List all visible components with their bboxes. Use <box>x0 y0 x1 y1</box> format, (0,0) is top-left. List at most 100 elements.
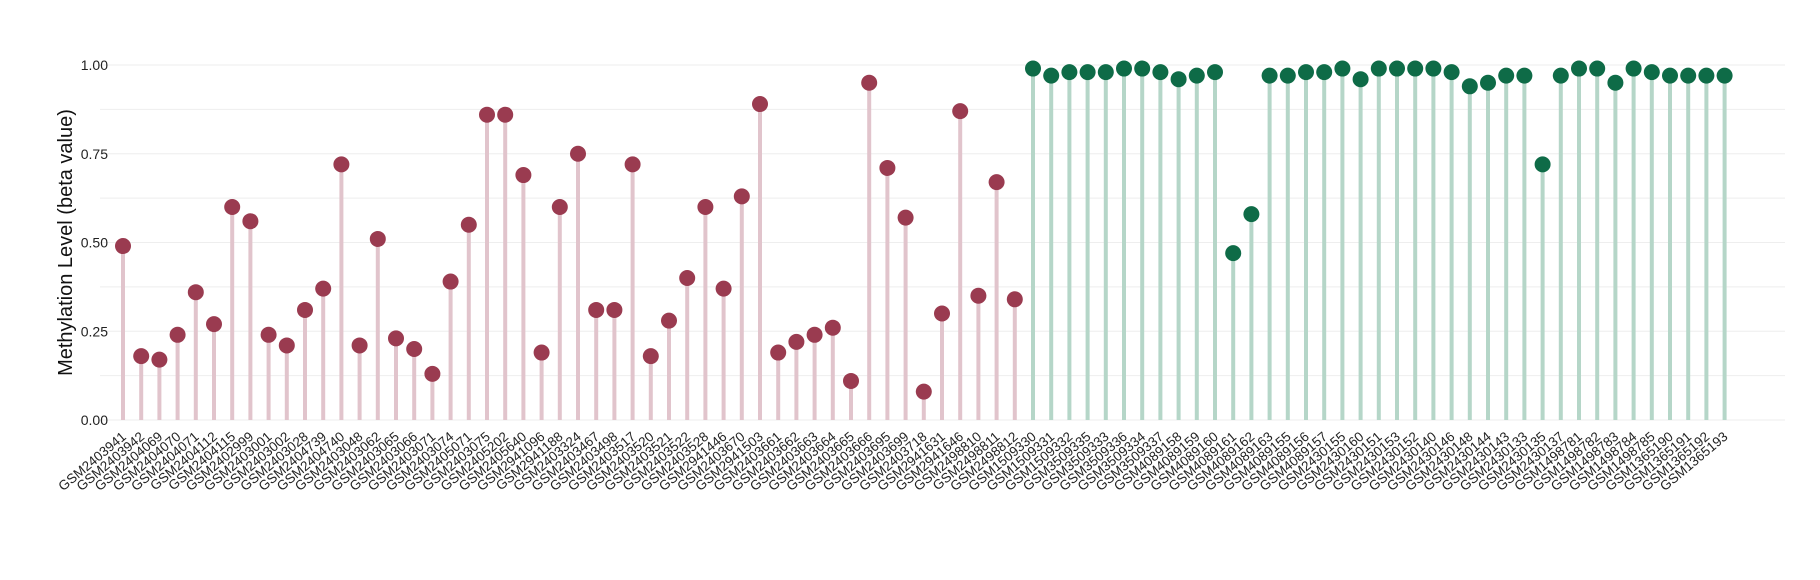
lollipop-point <box>1152 64 1169 81</box>
lollipop-point <box>297 301 313 318</box>
lollipop-point <box>1116 60 1132 77</box>
lollipop-point <box>551 199 568 215</box>
lollipop-point <box>915 383 932 400</box>
lollipop-point <box>1480 74 1496 91</box>
lollipop-point <box>1680 67 1697 84</box>
lollipop-point <box>1516 67 1533 84</box>
lollipop-point <box>1625 60 1642 77</box>
y-tick-label: 0.50 <box>81 235 108 251</box>
lollipop-point <box>1207 64 1223 81</box>
lollipop-point <box>988 174 1005 191</box>
lollipop-point <box>970 287 987 304</box>
lollipop-point <box>1352 71 1369 88</box>
lollipop-point <box>1316 64 1333 81</box>
lollipop-point <box>606 301 623 318</box>
lollipop-point <box>897 209 914 226</box>
lollipop-point <box>697 199 714 215</box>
lollipop-point <box>1643 64 1660 81</box>
lollipop-point <box>934 305 950 322</box>
lollipop-point <box>570 145 586 162</box>
lollipop-point <box>533 344 550 361</box>
lollipop-point <box>843 372 859 389</box>
lollipop-point <box>242 213 259 230</box>
lollipop-point <box>206 316 222 333</box>
lollipop-point <box>752 96 768 113</box>
lollipop-point <box>1170 71 1187 88</box>
lollipop-point <box>224 199 241 215</box>
lollipop-point <box>133 348 150 365</box>
lollipop-point <box>1043 67 1060 84</box>
lollipop-point <box>1552 67 1569 84</box>
lollipop-point <box>733 188 750 205</box>
lollipop-point <box>369 230 386 247</box>
lollipop-point <box>1534 156 1551 173</box>
lollipop-point <box>1461 78 1478 95</box>
lollipop-point <box>1279 67 1296 84</box>
lollipop-point <box>1298 64 1314 81</box>
y-tick-label: 1.00 <box>81 57 108 73</box>
lollipop-point <box>1225 245 1242 262</box>
lollipop-point <box>1061 64 1078 81</box>
lollipop-point <box>406 341 423 357</box>
lollipop-point <box>1243 206 1260 223</box>
lollipop-point <box>1334 60 1351 77</box>
lollipop-point <box>460 216 477 233</box>
lollipop-point <box>1188 67 1205 84</box>
lollipop-point <box>1571 60 1587 77</box>
lollipop-point <box>1425 60 1442 77</box>
lollipop-point <box>115 238 131 255</box>
lollipop-point <box>1716 67 1733 84</box>
lollipop-point <box>952 103 969 120</box>
lollipop-point <box>333 156 350 173</box>
lollipop-point <box>861 74 878 91</box>
lollipop-point <box>1025 60 1041 77</box>
lollipop-point <box>642 348 659 365</box>
y-tick-label: 0.75 <box>81 146 108 162</box>
lollipop-point <box>788 333 805 350</box>
lollipop-point <box>479 106 495 123</box>
lollipop-point <box>624 156 641 173</box>
lollipop-point <box>1498 67 1515 84</box>
lollipop-point <box>260 326 277 343</box>
stems <box>121 68 1727 420</box>
lollipop-point <box>770 344 787 361</box>
lollipop-point <box>1261 67 1278 84</box>
lollipop-point <box>1006 291 1023 308</box>
lollipop-point <box>187 284 204 301</box>
lollipop-point <box>151 351 168 368</box>
lollipop-point <box>879 159 896 176</box>
lollipop-point <box>351 337 368 354</box>
lollipop-point <box>588 301 605 318</box>
lollipop-point <box>388 330 404 347</box>
y-axis-ticks: 0.00 0.25 0.50 0.75 1.00 <box>81 57 108 428</box>
y-axis-title: Methylation Level (beta value) <box>55 109 77 376</box>
lollipop-point <box>278 337 295 354</box>
points <box>115 60 1733 400</box>
lollipop-point <box>442 273 459 290</box>
y-tick-label: 0.25 <box>81 323 108 339</box>
lollipop-point <box>806 326 823 343</box>
lollipop-point <box>1097 64 1114 81</box>
lollipop-point <box>824 319 841 336</box>
lollipop-point <box>1589 60 1606 77</box>
lollipop-point <box>1407 60 1424 77</box>
lollipop-point <box>1662 67 1678 84</box>
x-axis-ticks: GSM2403941GSM2403942GSM2404069GSM2404070… <box>55 428 1730 493</box>
lollipop-point <box>1607 74 1624 91</box>
lollipop-point <box>1370 60 1387 77</box>
lollipop-point <box>1134 60 1151 77</box>
lollipop-point <box>315 280 332 297</box>
lollipop-point <box>1389 60 1405 77</box>
lollipop-point <box>679 270 696 286</box>
lollipop-point <box>497 106 514 123</box>
y-tick-label: 0.00 <box>81 412 108 428</box>
lollipop-point <box>1698 67 1715 84</box>
lollipop-point <box>1443 64 1460 81</box>
lollipop-point <box>661 312 677 329</box>
lollipop-point <box>424 365 441 382</box>
lollipop-point <box>715 280 732 297</box>
lollipop-point <box>169 326 186 343</box>
lollipop-point <box>515 167 532 184</box>
lollipop-point <box>1079 64 1096 81</box>
